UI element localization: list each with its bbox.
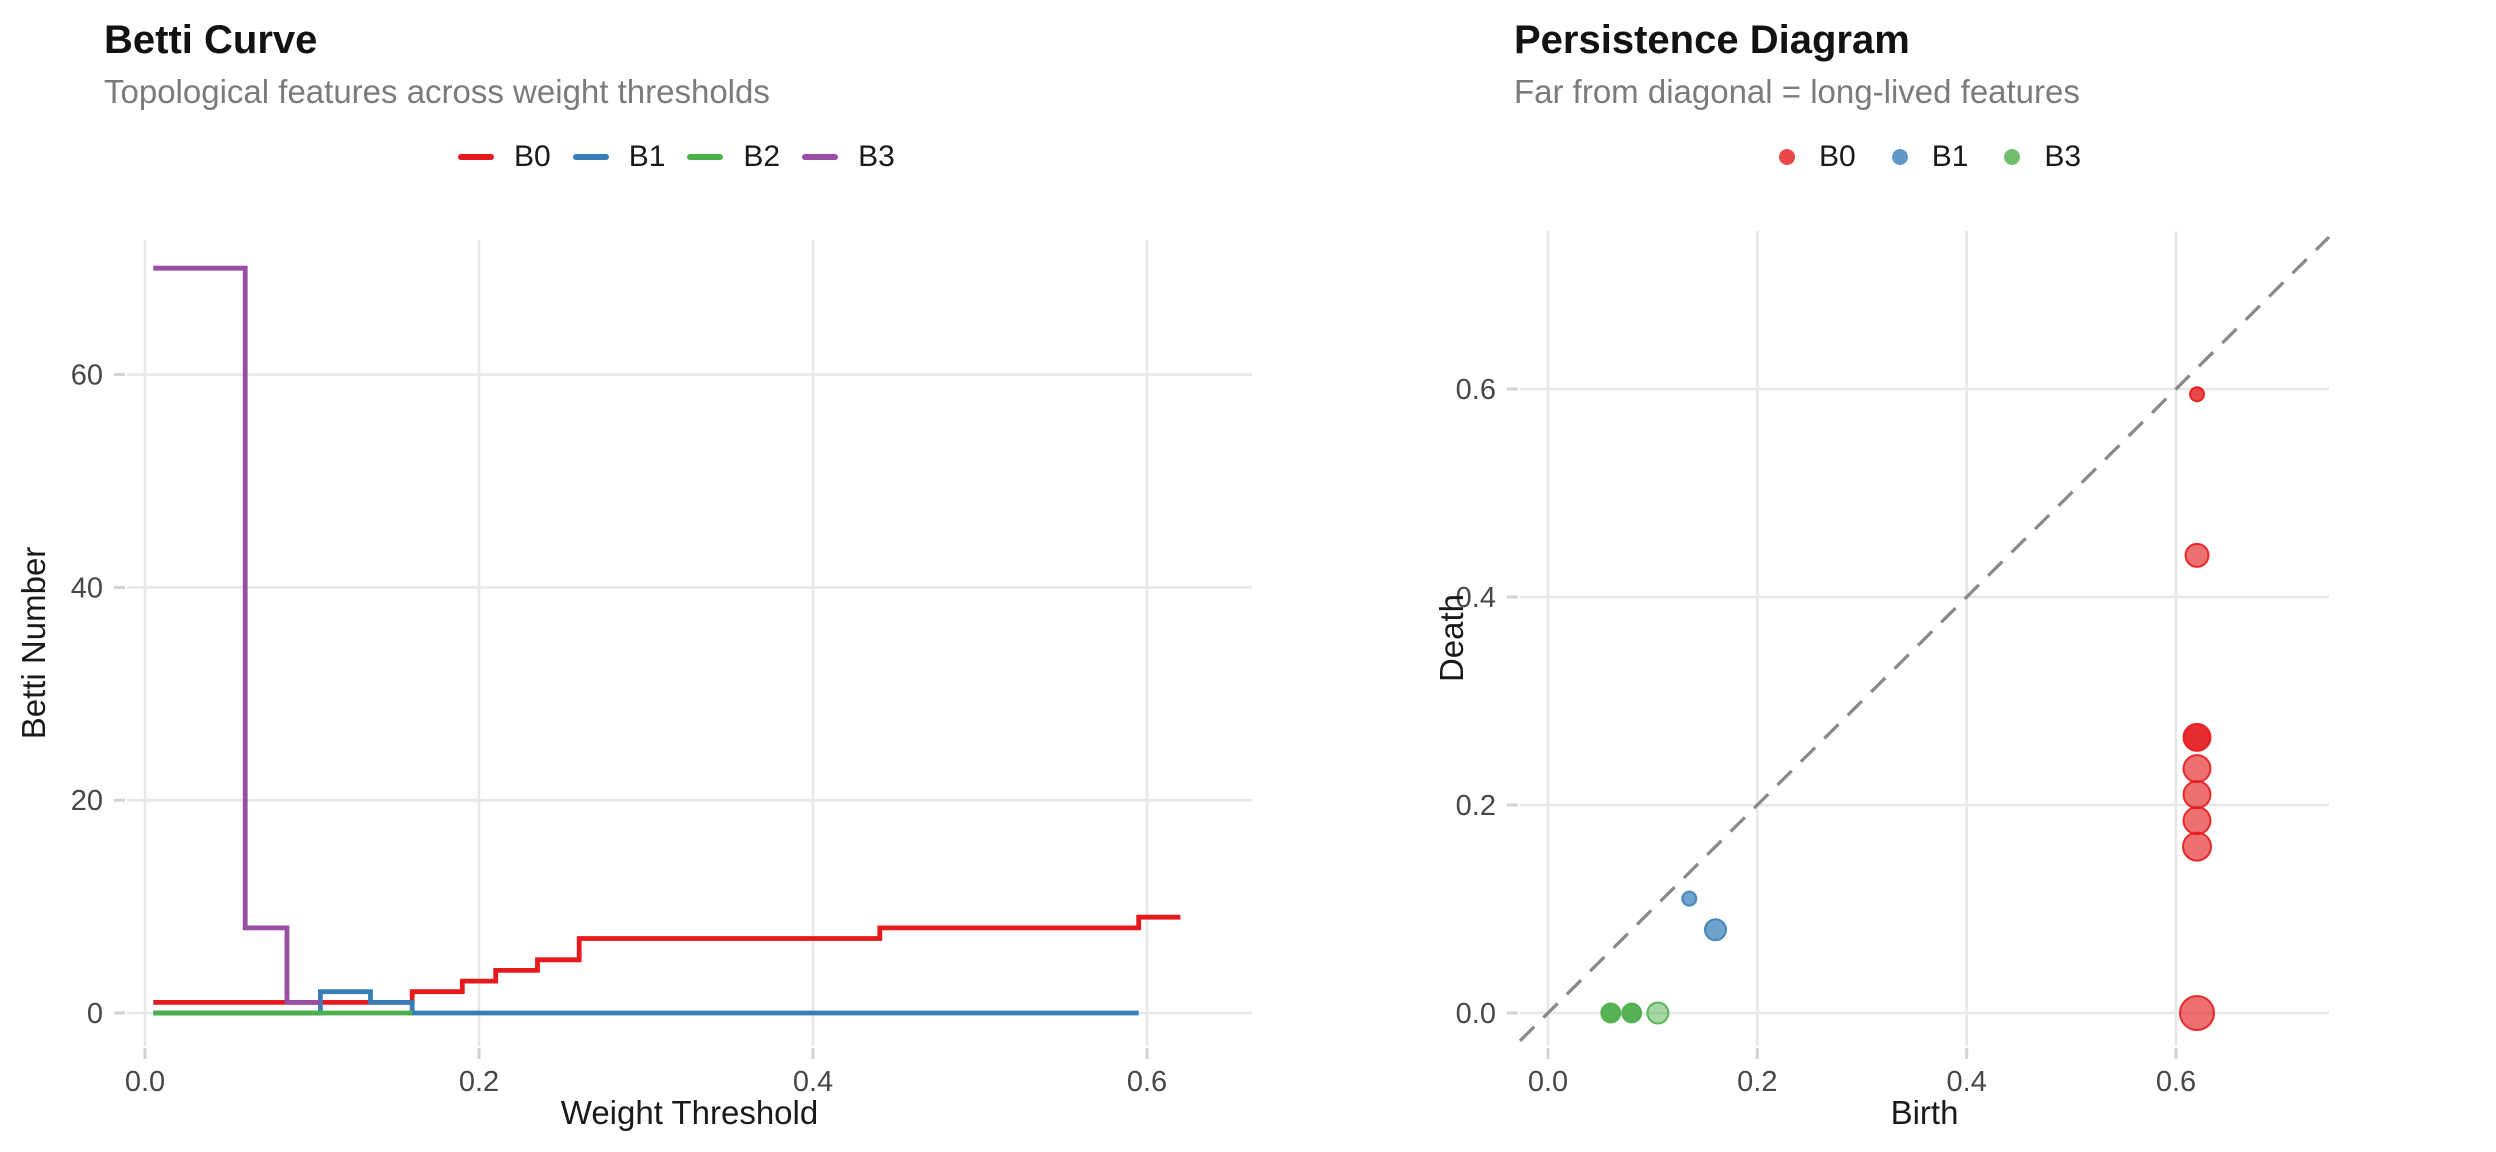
- betti-legend: B0 B1 B2 B3: [458, 140, 895, 174]
- betti-subtitle: Topological features across weight thres…: [104, 73, 770, 110]
- persistence-chart-header: Persistence Diagram Far from diagonal = …: [1514, 16, 2080, 112]
- legend-item-B3: B3: [802, 140, 895, 174]
- legend-line-swatch: [687, 154, 724, 160]
- y-tick-label: 20: [71, 785, 103, 817]
- persistence-legend: B0 B1 B3: [1779, 140, 2081, 174]
- persistence-point-B0: [2184, 542, 2210, 568]
- legend-dot-swatch: [1779, 149, 1795, 165]
- legend-line-swatch: [802, 154, 839, 160]
- legend-label: B1: [1931, 140, 1969, 173]
- y-tick-label: 0.4: [1456, 582, 1496, 614]
- legend-item-B3: B3: [2004, 140, 2081, 174]
- legend-label: B0: [1819, 140, 1856, 173]
- betti-y-axis-title: Betti Number: [15, 546, 52, 740]
- persistence-point-B0: [2182, 806, 2212, 836]
- legend-item-B0: B0: [1779, 140, 1856, 174]
- legend-dot-swatch: [1891, 149, 1908, 165]
- persistence-point-B3: [1621, 1002, 1643, 1024]
- y-tick-label: 60: [71, 360, 103, 392]
- persistence-point-B0: [2189, 386, 2205, 403]
- legend-item-B1: B1: [1891, 140, 1969, 174]
- persistence-subtitle: Far from diagonal = long-lived features: [1514, 73, 2080, 110]
- legend-line-swatch: [572, 154, 609, 160]
- x-tick-label: 0.4: [1947, 1066, 1987, 1098]
- y-tick-label: 0.0: [1456, 998, 1496, 1030]
- diagonal-reference-line: [1518, 235, 2331, 1042]
- y-tick-label: 0.2: [1456, 790, 1496, 822]
- y-tick-label: 0: [87, 998, 103, 1030]
- persistence-point-B0: [2182, 722, 2212, 752]
- betti-plot-panel: 0 20 40 60 0.0 0.2 0.4 0.6: [71, 240, 1252, 1098]
- x-tick-label: 0.4: [793, 1066, 833, 1098]
- persistence-title: Persistence Diagram: [1514, 18, 1910, 62]
- persistence-y-axis-title: Death: [1433, 593, 1470, 683]
- persistence-plot-panel: 0.0 0.2 0.4 0.6 0.0 0.2 0.4 0.6: [1456, 231, 2331, 1098]
- x-tick-label: 0.6: [1127, 1066, 1167, 1098]
- legend-line-swatch: [458, 154, 494, 160]
- betti-x-axis-title: Weight Threshold: [560, 1094, 819, 1131]
- betti-series-B0: [153, 914, 1181, 1005]
- persistence-point-B0: [2179, 995, 2215, 1031]
- persistence-point-B1: [1704, 918, 1727, 942]
- x-tick-label: 0.6: [2156, 1066, 2196, 1098]
- legend-label: B0: [514, 140, 551, 173]
- x-tick-label: 0.2: [459, 1066, 499, 1098]
- y-tick-label: 0.6: [1456, 374, 1496, 406]
- persistence-point-B0: [2182, 754, 2212, 784]
- legend-item-B0: B0: [458, 140, 551, 174]
- persistence-point-B3: [1600, 1002, 1622, 1024]
- persistence-point-B1: [1681, 890, 1698, 907]
- x-tick-label: 0.2: [1737, 1066, 1777, 1098]
- persistence-point-B3: [1646, 1001, 1670, 1025]
- persistence-point-B0: [2182, 780, 2212, 810]
- legend-item-B2: B2: [687, 140, 780, 174]
- legend-label: B3: [2044, 140, 2082, 173]
- x-tick-label: 0.0: [1528, 1066, 1568, 1098]
- legend-label: B1: [628, 140, 666, 173]
- legend-dot-swatch: [2004, 149, 2021, 165]
- legend-item-B1: B1: [572, 140, 666, 174]
- legend-label: B3: [858, 140, 895, 173]
- persistence-x-axis-title: Birth: [1890, 1094, 1959, 1131]
- betti-title: Betti Curve: [104, 18, 318, 62]
- x-tick-label: 0.0: [125, 1066, 165, 1098]
- legend-label: B2: [743, 140, 781, 173]
- betti-series-B3: [153, 265, 321, 1005]
- y-tick-label: 40: [71, 572, 103, 604]
- betti-chart-header: Betti Curve Topological features across …: [104, 16, 770, 112]
- persistence-point-B0: [2182, 831, 2212, 862]
